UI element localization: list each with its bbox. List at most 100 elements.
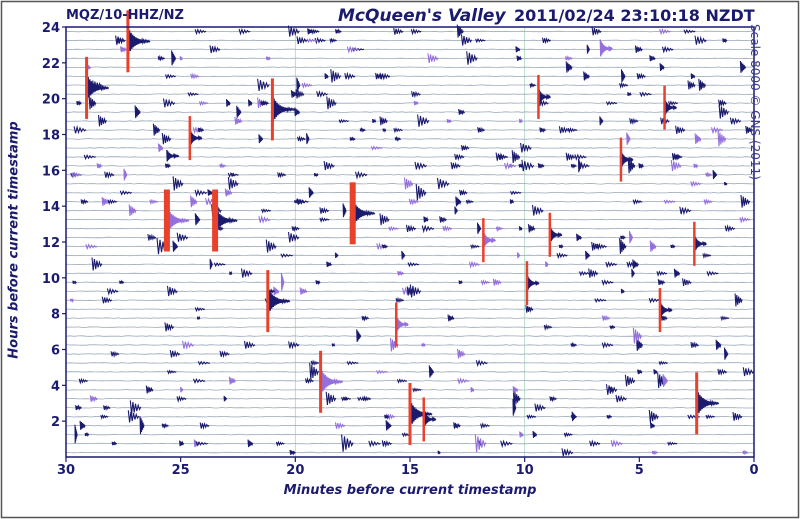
noise-spike <box>470 243 480 250</box>
noise-spike <box>197 126 205 133</box>
noise-spike <box>349 136 356 142</box>
event-waveform <box>663 98 678 116</box>
noise-spike <box>421 342 426 348</box>
noise-spike <box>128 204 137 217</box>
noise-spike <box>243 340 256 349</box>
noise-spike <box>576 233 582 241</box>
noise-spike <box>199 422 210 430</box>
noise-spike <box>100 414 109 420</box>
noise-spike <box>570 341 577 348</box>
noise-spike <box>619 238 627 254</box>
noise-spike <box>668 100 679 107</box>
clipped-signal <box>266 270 270 333</box>
noise-spike <box>382 127 387 133</box>
noise-spike <box>454 153 465 161</box>
trace-line <box>65 48 754 51</box>
noise-spike <box>675 125 686 134</box>
noise-spike <box>180 386 184 393</box>
noise-spike <box>116 37 125 44</box>
noise-spike <box>225 99 231 107</box>
noise-spike <box>346 45 359 54</box>
noise-spike <box>407 261 420 268</box>
noise-spike <box>450 161 461 170</box>
noise-spike <box>570 163 577 169</box>
noise-spike <box>567 127 578 134</box>
noise-spike <box>601 341 614 350</box>
noise-spike <box>667 441 678 447</box>
noise-spike <box>261 208 272 214</box>
clipped-signal <box>619 137 623 182</box>
noise-spike <box>620 234 626 240</box>
trace-line <box>66 102 755 104</box>
noise-spike <box>379 72 391 81</box>
noise-spike <box>310 359 320 366</box>
noise-spike <box>679 206 692 216</box>
noise-spike <box>219 350 230 359</box>
noise-spike <box>585 250 591 260</box>
noise-spike <box>157 54 165 62</box>
scale-credit: Scale 8000 © GNS (2011) <box>748 24 762 180</box>
noise-spike <box>693 163 699 169</box>
noise-spike <box>162 98 176 108</box>
noise-spike <box>520 142 532 153</box>
noise-spike <box>319 206 330 214</box>
noise-spike <box>615 394 627 403</box>
x-tick-label: 30 <box>57 463 75 478</box>
noise-spike <box>437 450 441 455</box>
trace-line <box>65 174 755 176</box>
trace-line <box>65 308 754 310</box>
noise-spike <box>219 162 227 169</box>
x-axis-label: Minutes before current timestamp <box>283 483 537 498</box>
noise-spike <box>176 395 187 404</box>
noise-spike <box>565 152 576 161</box>
clipped-signal <box>395 302 398 347</box>
noise-spike <box>527 224 536 233</box>
noise-spike <box>495 225 503 233</box>
noise-spike <box>164 322 175 332</box>
noise-spike <box>638 163 644 170</box>
noise-spike <box>385 420 392 431</box>
noise-spike <box>460 34 473 46</box>
noise-spike <box>634 45 643 53</box>
site-name: McQueen's Valley <box>338 6 506 26</box>
noise-spike <box>209 45 221 54</box>
event-waveform <box>537 87 551 105</box>
noise-spike <box>227 177 239 190</box>
clipped-signal <box>163 189 170 252</box>
clipped-signal <box>482 218 485 263</box>
noise-spike <box>287 25 300 37</box>
noise-spike <box>639 91 652 98</box>
trace-line <box>65 209 755 212</box>
noise-spike <box>79 420 86 430</box>
noise-spike <box>323 161 335 171</box>
noise-spike <box>423 216 429 223</box>
noise-spike <box>474 434 487 452</box>
noise-spike <box>330 69 342 83</box>
noise-spike <box>101 197 110 206</box>
noise-spike <box>632 259 639 269</box>
noise-spike <box>149 198 159 206</box>
noise-spike <box>649 240 657 252</box>
noise-spike <box>334 252 339 259</box>
noise-spike <box>519 431 524 438</box>
noise-spike <box>537 163 545 169</box>
noise-spike <box>394 135 402 142</box>
event-waveform <box>85 73 110 101</box>
noise-spike <box>97 115 107 127</box>
event-waveform <box>127 27 151 54</box>
noise-spike <box>176 232 189 242</box>
clipped-signal <box>85 56 89 119</box>
noise-spike <box>627 91 632 96</box>
clipped-signal <box>319 350 323 413</box>
noise-spike <box>368 439 381 448</box>
noise-spike <box>169 349 181 358</box>
clipped-signal <box>663 85 666 130</box>
event-waveform <box>423 410 437 428</box>
noise-spike <box>127 410 140 423</box>
noise-spike <box>106 287 119 296</box>
noise-spike <box>436 177 450 190</box>
trace-line <box>65 254 755 257</box>
trace-line <box>65 326 755 328</box>
noise-spike <box>495 152 507 161</box>
noise-spike <box>69 298 75 304</box>
